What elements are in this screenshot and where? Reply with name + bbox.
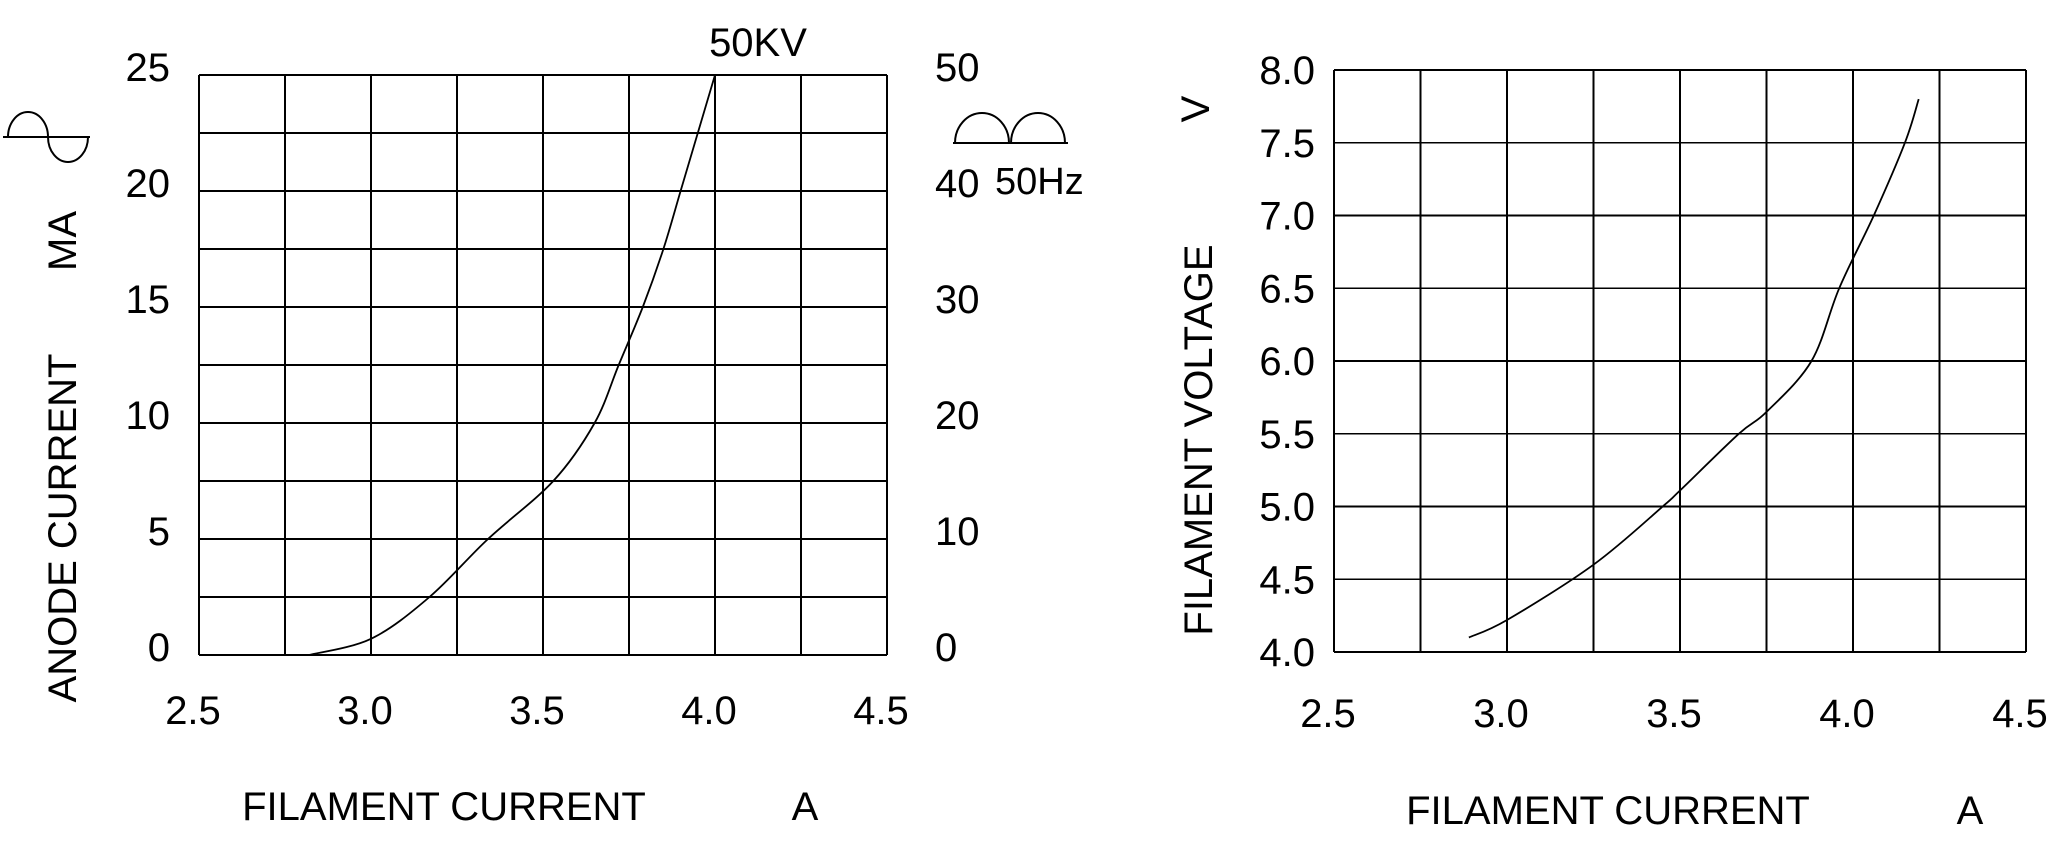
x-tick-label: 4.0 [681, 689, 737, 733]
y2-tick-label: 10 [935, 510, 980, 554]
y-axis-title: ANODE CURRENT [41, 354, 85, 703]
y-tick-label: 7.0 [1259, 195, 1315, 239]
x-axis-title: FILAMENT CURRENT [1406, 789, 1810, 833]
x-axis-title: FILAMENT CURRENT [242, 785, 646, 829]
x-tick-label: 3.5 [1646, 692, 1702, 736]
y-tick-label: 15 [126, 278, 171, 322]
x-tick-label: 2.5 [1300, 692, 1356, 736]
y2-tick-label: 20 [935, 394, 980, 438]
ac-sine-wave-icon [3, 111, 90, 163]
grid [1333, 69, 2027, 653]
y-axis-title: FILAMENT VOLTAGE [1177, 244, 1221, 635]
x-tick-label: 2.5 [165, 689, 221, 733]
y-tick-label: 5.5 [1259, 413, 1315, 457]
frequency-annotation: 50Hz [995, 161, 1084, 203]
x-tick-label: 3.5 [509, 689, 565, 733]
y-tick-label: 6.0 [1259, 340, 1315, 384]
y-tick-label: 0 [148, 626, 170, 670]
y-tick-label: 10 [126, 394, 171, 438]
y-tick-label: 4.0 [1259, 631, 1315, 675]
curve-annotation: 50KV [709, 21, 807, 65]
y2-tick-label: 30 [935, 278, 980, 322]
y2-tick-label: 0 [935, 626, 957, 670]
filament-voltage-chart-curve [1468, 98, 1920, 639]
y-tick-label: 5.0 [1259, 486, 1315, 530]
y2-tick-label: 40 [935, 162, 980, 206]
y-tick-label: 20 [126, 162, 171, 206]
full-wave-rectified-icon [953, 112, 1068, 144]
x-tick-label: 4.0 [1819, 692, 1875, 736]
y2-tick-label: 50 [935, 46, 980, 90]
x-tick-label: 4.5 [1992, 692, 2048, 736]
x-axis-unit: A [1957, 789, 1984, 833]
x-tick-label: 3.0 [1473, 692, 1529, 736]
y-tick-label: 4.5 [1259, 558, 1315, 602]
y-axis-unit: V [1174, 95, 1218, 122]
anode-current-chart-curve [308, 74, 716, 656]
y-tick-label: 25 [126, 46, 171, 90]
x-tick-label: 3.0 [337, 689, 393, 733]
x-tick-label: 4.5 [853, 689, 909, 733]
y-tick-label: 5 [148, 510, 170, 554]
grid [198, 74, 888, 656]
y-tick-label: 7.5 [1259, 122, 1315, 166]
y-tick-label: 8.0 [1259, 49, 1315, 93]
y-tick-label: 6.5 [1259, 267, 1315, 311]
x-axis-unit: A [792, 785, 819, 829]
y-axis-unit: MA [41, 211, 85, 271]
